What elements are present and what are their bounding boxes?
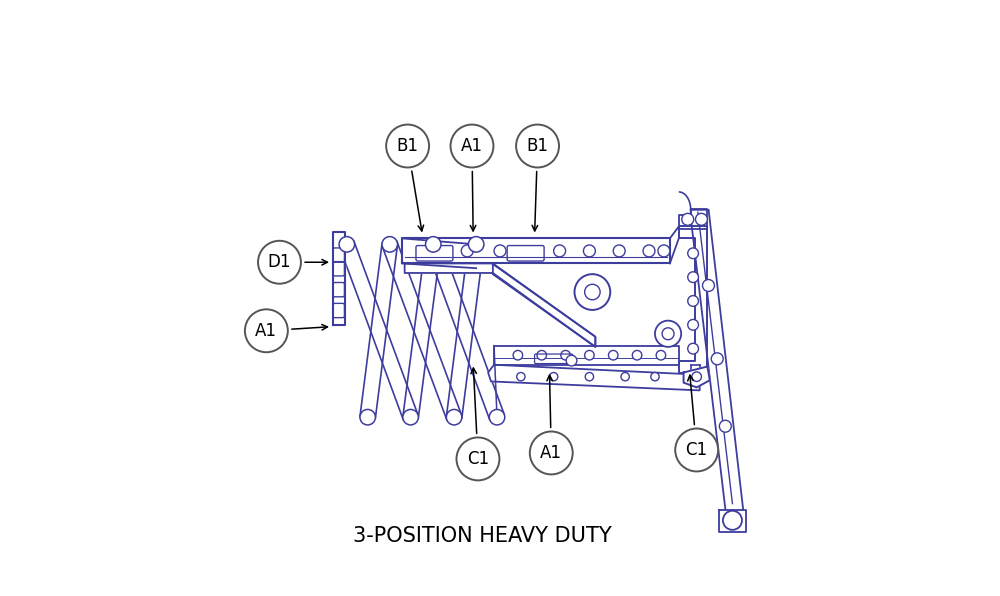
Circle shape xyxy=(702,280,714,291)
Circle shape xyxy=(245,309,288,352)
Circle shape xyxy=(719,420,731,432)
Text: A1: A1 xyxy=(461,137,483,155)
Circle shape xyxy=(651,372,659,381)
Polygon shape xyxy=(382,241,461,420)
Circle shape xyxy=(711,353,723,365)
Circle shape xyxy=(549,372,558,381)
Circle shape xyxy=(621,372,629,381)
Circle shape xyxy=(675,429,718,471)
Text: C1: C1 xyxy=(686,441,708,459)
Text: 3-POSITION HEAVY DUTY: 3-POSITION HEAVY DUTY xyxy=(353,526,611,547)
Circle shape xyxy=(682,213,694,225)
Circle shape xyxy=(461,245,473,257)
Circle shape xyxy=(608,350,618,360)
Circle shape xyxy=(360,409,375,425)
Text: A1: A1 xyxy=(540,444,562,462)
Circle shape xyxy=(489,409,505,425)
Circle shape xyxy=(456,437,499,480)
Circle shape xyxy=(688,272,698,283)
Text: C1: C1 xyxy=(467,450,489,468)
Circle shape xyxy=(382,237,397,252)
Circle shape xyxy=(530,432,573,474)
Circle shape xyxy=(613,245,625,257)
Circle shape xyxy=(695,213,707,225)
Circle shape xyxy=(688,343,698,354)
Circle shape xyxy=(688,319,698,330)
Circle shape xyxy=(566,355,577,366)
Circle shape xyxy=(537,350,546,360)
Circle shape xyxy=(517,372,525,381)
Circle shape xyxy=(516,125,559,167)
Circle shape xyxy=(583,245,595,257)
Circle shape xyxy=(446,409,462,425)
Circle shape xyxy=(386,125,429,167)
Circle shape xyxy=(655,321,681,347)
Circle shape xyxy=(403,409,418,425)
Polygon shape xyxy=(426,241,504,420)
Circle shape xyxy=(574,274,610,310)
Circle shape xyxy=(468,237,484,252)
Polygon shape xyxy=(494,346,679,365)
Circle shape xyxy=(688,248,698,259)
Circle shape xyxy=(585,284,600,300)
Polygon shape xyxy=(679,209,707,229)
Circle shape xyxy=(658,245,670,257)
Polygon shape xyxy=(405,263,595,347)
Circle shape xyxy=(688,296,698,306)
Circle shape xyxy=(451,125,493,167)
Circle shape xyxy=(662,328,674,340)
Circle shape xyxy=(426,237,441,252)
Circle shape xyxy=(632,350,642,360)
Text: B1: B1 xyxy=(397,137,419,155)
Circle shape xyxy=(723,511,742,530)
Circle shape xyxy=(513,350,523,360)
Polygon shape xyxy=(684,367,710,387)
Polygon shape xyxy=(360,243,397,418)
Polygon shape xyxy=(403,243,441,418)
Polygon shape xyxy=(446,243,484,418)
Circle shape xyxy=(258,241,301,284)
Polygon shape xyxy=(679,226,707,372)
Circle shape xyxy=(643,245,655,257)
Circle shape xyxy=(656,350,666,360)
Circle shape xyxy=(585,372,594,381)
Polygon shape xyxy=(333,232,345,325)
Polygon shape xyxy=(340,241,418,420)
Circle shape xyxy=(692,372,701,381)
Circle shape xyxy=(561,350,570,360)
Polygon shape xyxy=(402,238,670,263)
Polygon shape xyxy=(493,264,595,347)
Circle shape xyxy=(585,350,594,360)
Text: D1: D1 xyxy=(268,253,291,271)
Text: A1: A1 xyxy=(255,322,277,340)
Circle shape xyxy=(339,237,355,252)
Polygon shape xyxy=(488,365,700,390)
Circle shape xyxy=(494,245,506,257)
Polygon shape xyxy=(691,210,743,519)
Polygon shape xyxy=(719,510,746,532)
Circle shape xyxy=(554,245,566,257)
Text: B1: B1 xyxy=(527,137,549,155)
